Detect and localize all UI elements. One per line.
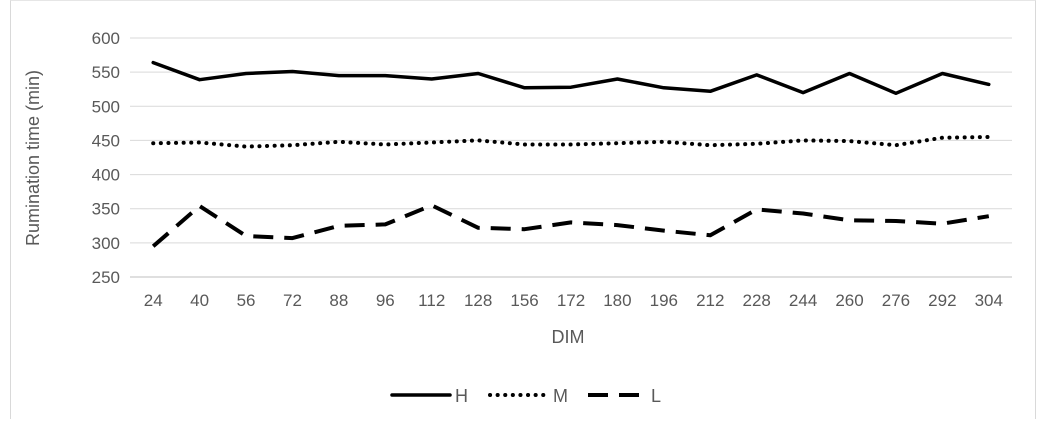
x-tick-label: 304	[975, 291, 1003, 310]
y-tick-label: 550	[92, 63, 120, 82]
x-tick-label: 40	[190, 291, 209, 310]
y-tick-label: 400	[92, 166, 120, 185]
legend-label-l: L	[651, 386, 661, 406]
x-tick-label: 180	[603, 291, 631, 310]
y-tick-label: 500	[92, 97, 120, 116]
x-tick-label: 292	[928, 291, 956, 310]
legend-label-h: H	[455, 386, 468, 406]
x-tick-label: 212	[696, 291, 724, 310]
y-tick-labels: 250 300 350 400 450 500 550 600	[92, 29, 120, 287]
x-tick-label: 172	[557, 291, 585, 310]
x-tick-label: 24	[144, 291, 163, 310]
legend-label-m: M	[553, 386, 568, 406]
gridlines	[130, 37, 1012, 278]
y-tick-label: 600	[92, 29, 120, 48]
x-tick-labels: 24 40 56 72 88 96 112 128 156 172 180 196 212 228 244 2…	[144, 291, 1003, 310]
y-tick-label: 450	[92, 131, 120, 150]
x-tick-label: 128	[464, 291, 492, 310]
series-line-l	[151, 203, 990, 248]
y-tick-label: 300	[92, 234, 120, 253]
x-tick-label: 244	[789, 291, 817, 310]
x-tick-label: 56	[237, 291, 256, 310]
x-tick-label: 156	[510, 291, 538, 310]
x-tick-label: 88	[329, 291, 348, 310]
y-axis-title: Rumination time (min)	[23, 70, 43, 246]
x-tick-label: 72	[283, 291, 302, 310]
x-tick-label: 96	[376, 291, 395, 310]
x-tick-label: 112	[418, 291, 445, 310]
x-tick-label: 260	[835, 291, 863, 310]
x-tick-label: 228	[742, 291, 770, 310]
y-tick-label: 250	[92, 268, 120, 287]
x-tick-label: 276	[882, 291, 910, 310]
series-line-h	[151, 60, 991, 96]
y-tick-label: 350	[92, 200, 120, 219]
chart-frame	[10, 0, 1036, 419]
series-line-m	[151, 135, 991, 149]
x-axis-title: DIM	[552, 327, 585, 347]
series-lines	[151, 60, 991, 248]
x-tick-label: 196	[650, 291, 678, 310]
